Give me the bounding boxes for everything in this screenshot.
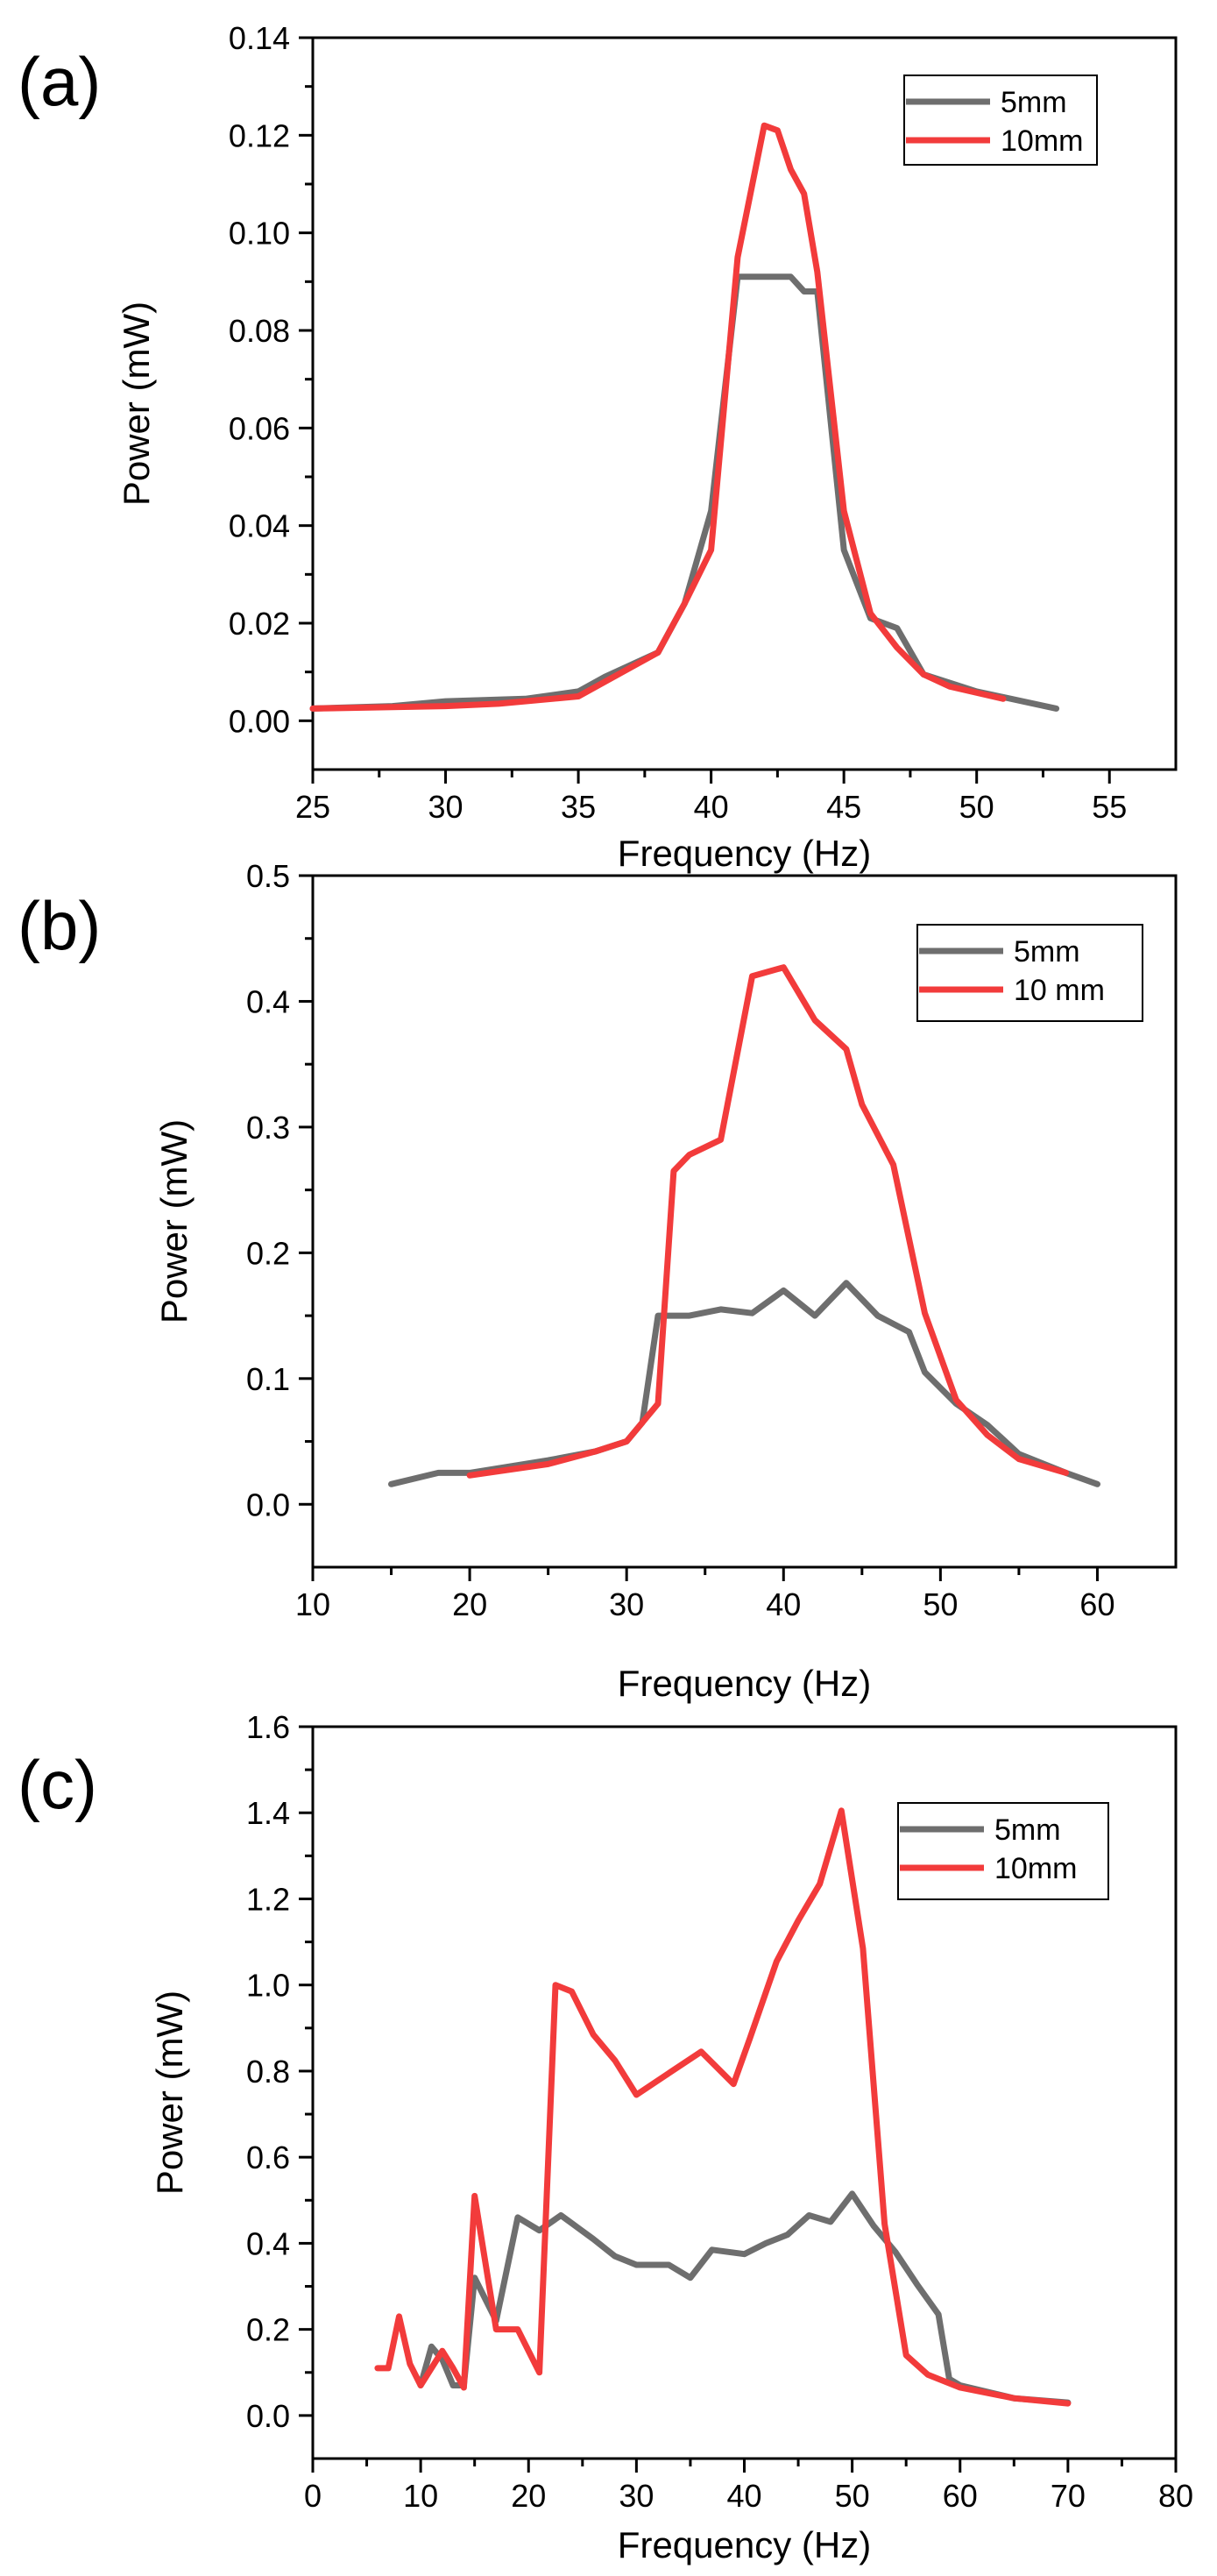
y-tick-label: 1.0: [246, 1968, 290, 2004]
y-tick-label: 0.5: [246, 858, 290, 894]
legend-box: [897, 1802, 1109, 1900]
y-tick-label: 0.4: [246, 2225, 290, 2261]
x-tick-label: 35: [561, 789, 596, 825]
y-tick-label: 1.2: [246, 1881, 290, 1917]
x-tick-label: 40: [694, 789, 729, 825]
y-axis-title: Power (mW): [153, 1119, 195, 1323]
series-line-10mm: [466, 964, 1070, 1479]
x-axis-title: Frequency (Hz): [618, 833, 871, 874]
x-tick-label: 40: [726, 2478, 761, 2514]
plot-frame: [311, 36, 1178, 771]
legend: 5mm 10 mm: [916, 924, 1143, 1022]
y-tick-label: 1.6: [246, 1709, 290, 1745]
legend: 5mm 10mm: [903, 75, 1098, 166]
y-tick-label: 0.00: [229, 703, 290, 739]
series-line-10mm: [374, 1807, 1072, 2407]
y-tick-label: 0.2: [246, 1235, 290, 1271]
y-tick-label: 0.6: [246, 2140, 290, 2175]
y-tick-label: 0.4: [246, 983, 290, 1019]
y-tick-label: 0.02: [229, 606, 290, 642]
legend-label: 5mm: [1001, 86, 1067, 119]
y-tick-label: 0.06: [229, 410, 290, 446]
x-tick-label: 80: [1158, 2478, 1193, 2514]
legend-label: 10 mm: [1014, 974, 1105, 1007]
x-tick-label: 10: [295, 1586, 330, 1622]
x-tick-label: 50: [835, 2478, 870, 2514]
series-line-10mm: [309, 122, 1007, 712]
legend-box: [916, 924, 1143, 1022]
panel-label: (a): [18, 43, 101, 120]
y-tick-label: 0.0: [246, 1487, 290, 1522]
chart-panel-3: (c) 0.0 0.2 0.4 0.6 0.8 1.0 1.2 1.4 1.6 0 10 20 30 40 5…: [18, 1709, 1193, 2565]
y-axis-title: Power (mW): [149, 1991, 190, 2195]
legend: 5mm 10mm: [897, 1802, 1109, 1900]
panel-label: (b): [18, 887, 101, 964]
x-axis-title: Frequency (Hz): [618, 1663, 871, 1704]
x-tick-label: 10: [403, 2478, 438, 2514]
x-tick-label: 30: [428, 789, 463, 825]
x-tick-label: 60: [943, 2478, 978, 2514]
y-tick-label: 0.08: [229, 313, 290, 349]
y-tick-label: 0.1: [246, 1361, 290, 1397]
series-line-5mm: [388, 1280, 1100, 1487]
y-tick-label: 0.0: [246, 2398, 290, 2434]
x-tick-label: 25: [295, 789, 330, 825]
y-tick-label: 1.4: [246, 1795, 290, 1831]
x-tick-label: 55: [1092, 789, 1127, 825]
chart-panel-1: (a) 0.00 0.02 0.04 0.06 0.08 0.10 0.12 0.14 25 30 3…: [18, 20, 1178, 874]
legend-box: [903, 75, 1098, 166]
legend-label: 5mm: [994, 1813, 1061, 1847]
series-line-5mm: [309, 273, 1060, 712]
x-tick-label: 40: [766, 1586, 801, 1622]
x-tick-label: 20: [511, 2478, 546, 2514]
legend-label: 5mm: [1014, 935, 1080, 969]
x-tick-label: 20: [452, 1586, 487, 1622]
plot-frame: [311, 874, 1178, 1569]
chart-panel-2: (b) 0.0 0.1 0.2 0.3 0.4 0.5 10 20 30 40 50 60 Frequen…: [18, 858, 1178, 1704]
x-tick-label: 45: [826, 789, 861, 825]
y-tick-label: 0.3: [246, 1110, 290, 1146]
legend-label: 10mm: [1001, 124, 1083, 158]
x-tick-label: 50: [923, 1586, 958, 1622]
x-tick-label: 0: [304, 2478, 322, 2514]
x-tick-label: 30: [619, 2478, 654, 2514]
panel-label: (c): [18, 1746, 97, 1823]
y-tick-label: 0.10: [229, 216, 290, 252]
y-tick-label: 0.2: [246, 2312, 290, 2348]
y-tick-label: 0.8: [246, 2054, 290, 2090]
legend-label: 10mm: [994, 1852, 1077, 1885]
x-tick-label: 70: [1051, 2478, 1086, 2514]
x-tick-label: 60: [1079, 1586, 1114, 1622]
y-axis-title: Power (mW): [116, 302, 157, 506]
y-tick-label: 0.04: [229, 508, 290, 544]
x-axis-title: Frequency (Hz): [618, 2524, 871, 2565]
y-tick-label: 0.12: [229, 117, 290, 153]
x-tick-label: 50: [959, 789, 994, 825]
x-tick-label: 30: [609, 1586, 644, 1622]
y-tick-label: 0.14: [229, 20, 290, 56]
series-line-5mm: [417, 2190, 1072, 2406]
